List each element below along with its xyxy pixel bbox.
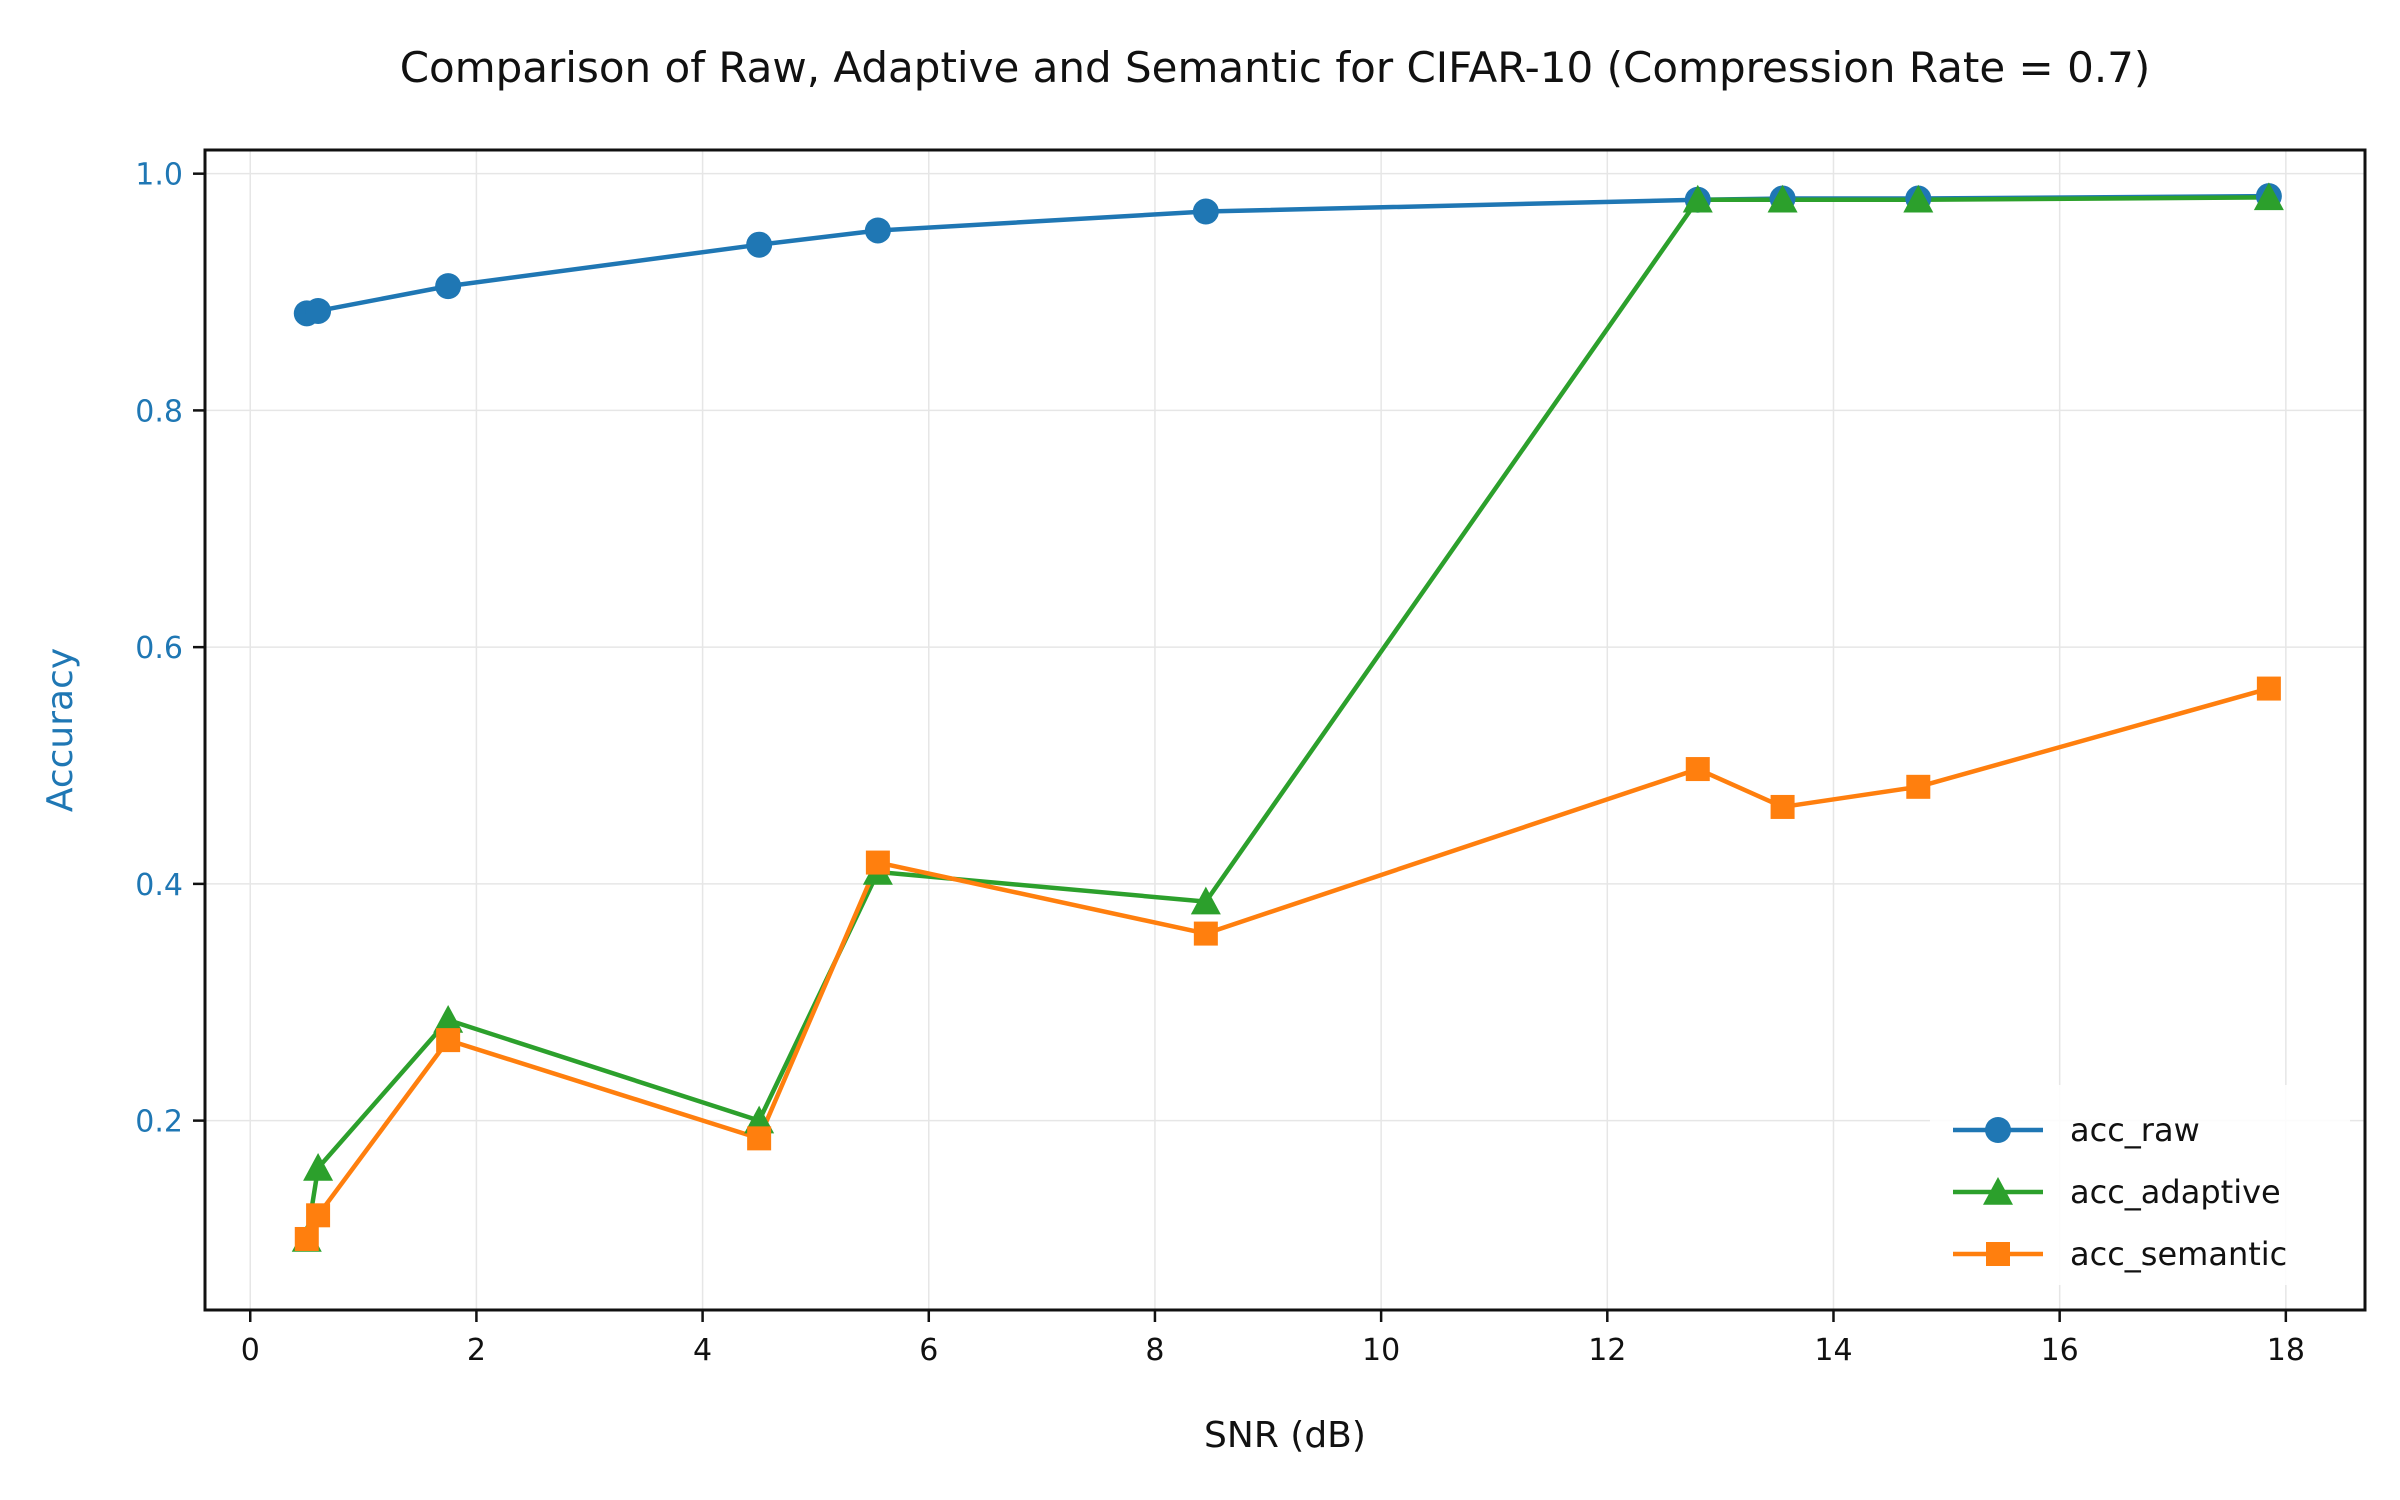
acc_semantic-point <box>865 850 890 875</box>
y-axis-ticks: 0.2 0.4 0.6 0.8 1.0 <box>135 158 205 1140</box>
legend-label-acc_raw: acc_raw <box>2070 1111 2200 1149</box>
acc_raw-line <box>306 193 2269 316</box>
legend-label-acc_adaptive: acc_adaptive <box>2070 1173 2281 1211</box>
acc_raw-point <box>1192 198 1219 225</box>
acc_semantic-point <box>1906 774 1931 799</box>
acc_semantic-line <box>304 686 2270 1240</box>
acc_adaptive-point <box>303 1152 334 1181</box>
chart-title: Comparison of Raw, Adaptive and Semantic… <box>400 43 2151 92</box>
acc_semantic-point <box>436 1028 461 1053</box>
acc_raw-point <box>746 231 773 258</box>
x-axis-ticks: 0 2 4 6 8 10 12 14 16 18 <box>241 1310 2305 1368</box>
acc_semantic-point <box>1193 921 1218 946</box>
y-tick-label: 1.0 <box>135 158 183 193</box>
x-tick-label: 16 <box>2041 1333 2079 1368</box>
legend: acc_raw acc_adaptive acc_semantic <box>1930 1085 2350 1285</box>
acc_semantic-point <box>747 1126 772 1151</box>
plot-frame <box>203 148 2367 1312</box>
grid <box>205 150 2365 1310</box>
acc_semantic-point <box>306 1203 331 1228</box>
acc_raw-point <box>435 273 462 300</box>
acc_adaptive-line <box>304 195 2269 1240</box>
acc_adaptive-point <box>1767 184 1798 213</box>
y-tick-label: 0.4 <box>135 868 183 903</box>
acc_semantic-point <box>1770 794 1795 819</box>
y-tick-label: 0.6 <box>135 631 183 666</box>
x-tick-label: 4 <box>693 1333 712 1368</box>
acc_semantic-point <box>294 1226 319 1251</box>
acc_adaptive-point <box>1190 886 1221 915</box>
legend-label-acc_semantic: acc_semantic <box>2070 1235 2287 1273</box>
acc_semantic-point <box>1685 757 1710 782</box>
series-lines <box>304 193 2270 1240</box>
y-axis-label: Accuracy <box>40 648 81 812</box>
series-markers <box>291 182 2284 1252</box>
legend-marker-acc_adaptive <box>1983 1177 2013 1205</box>
x-tick-label: 14 <box>1814 1333 1852 1368</box>
y-tick-label: 0.2 <box>135 1105 183 1140</box>
legend-marker-acc_raw <box>1985 1117 2011 1143</box>
x-tick-label: 18 <box>2267 1333 2305 1368</box>
acc_adaptive-point <box>1682 184 1713 213</box>
x-tick-label: 6 <box>919 1333 938 1368</box>
x-tick-label: 2 <box>467 1333 486 1368</box>
acc_adaptive-point <box>433 1005 464 1033</box>
y-tick-label: 0.8 <box>135 394 183 429</box>
x-tick-label: 12 <box>1588 1333 1626 1368</box>
legend-marker-acc_semantic <box>1986 1242 2010 1266</box>
acc_semantic-point <box>2256 676 2281 701</box>
x-tick-label: 0 <box>241 1333 260 1368</box>
acc_raw-point <box>305 297 332 324</box>
acc_adaptive-point <box>2253 182 2284 211</box>
acc_raw-point <box>864 217 891 244</box>
acc_adaptive-point <box>1903 184 1934 213</box>
x-tick-label: 10 <box>1362 1333 1400 1368</box>
x-tick-label: 8 <box>1145 1333 1164 1368</box>
x-axis-label: SNR (dB) <box>1204 1415 1366 1456</box>
